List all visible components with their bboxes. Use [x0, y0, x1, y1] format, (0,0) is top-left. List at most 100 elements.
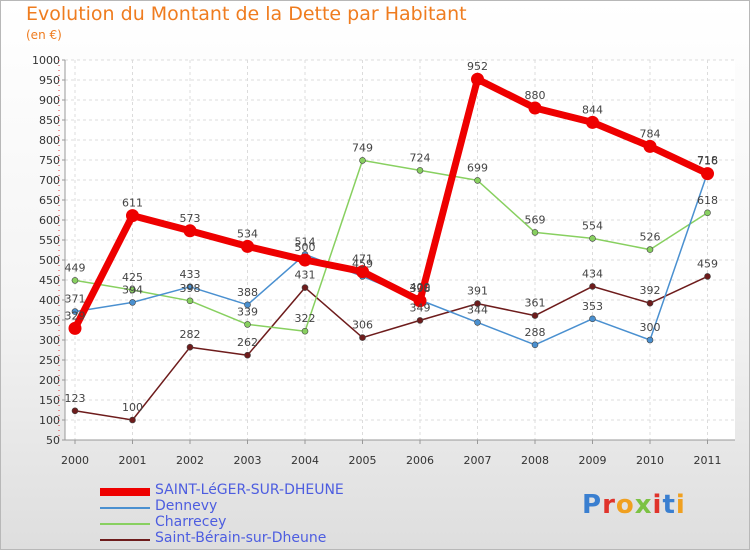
data-label-2: 699	[467, 161, 488, 174]
series-point-0	[68, 321, 82, 335]
series-point-3	[244, 351, 251, 359]
legend-label: Charrecey	[155, 514, 227, 530]
series-point-2	[646, 246, 654, 253]
data-label-1: 344	[467, 303, 488, 316]
data-label-1: 394	[122, 283, 143, 296]
series-point-0	[183, 224, 197, 238]
series-point-3	[589, 283, 596, 290]
y-tick-label: 200	[39, 374, 60, 387]
y-tick-label: 600	[39, 214, 60, 227]
series-point-1	[474, 319, 481, 326]
data-label-0: 534	[237, 227, 258, 240]
series-point-2	[359, 157, 366, 164]
data-label-3: 123	[65, 392, 86, 405]
y-tick-label: 1000	[32, 54, 60, 67]
x-tick-label: 2011	[694, 454, 722, 467]
plot-area	[65, 60, 735, 440]
series-point-0	[241, 239, 254, 253]
data-label-2: 339	[237, 305, 258, 318]
data-label-3: 434	[582, 267, 603, 280]
series-point-1	[186, 283, 194, 291]
series-point-2	[71, 277, 79, 284]
x-tick-label: 2000	[61, 454, 89, 467]
series-point-0	[701, 167, 714, 181]
data-label-2: 322	[295, 312, 316, 325]
data-label-0: 880	[525, 89, 546, 102]
data-label-1: 371	[65, 293, 86, 306]
series-point-0	[471, 72, 484, 86]
logo-letter: i	[652, 490, 663, 520]
y-tick-label: 900	[39, 94, 60, 107]
y-tick-label: 50	[46, 434, 60, 447]
x-tick-label: 2010	[636, 454, 664, 467]
data-label-0: 844	[582, 103, 603, 116]
y-tick-label: 750	[39, 154, 60, 167]
data-label-1: 433	[180, 268, 201, 281]
data-label-0: 398	[410, 282, 431, 295]
data-label-0: 716	[697, 155, 718, 168]
data-label-3: 361	[525, 297, 546, 310]
y-tick-label: 550	[39, 234, 60, 247]
data-label-2: 425	[122, 271, 143, 284]
data-label-0: 500	[295, 241, 316, 254]
y-tick-label: 250	[39, 354, 60, 367]
series-line-3	[74, 275, 708, 421]
logo-letter: i	[675, 490, 686, 520]
x-tick-label: 2002	[176, 454, 204, 467]
x-tick-label: 2003	[234, 454, 262, 467]
series-point-1	[589, 315, 596, 323]
y-tick-label: 100	[39, 414, 60, 427]
series-point-2	[301, 327, 309, 335]
series-point-2	[416, 167, 424, 174]
y-tick-label: 400	[39, 294, 60, 307]
y-tick-label: 850	[39, 114, 60, 127]
series-point-2	[474, 177, 481, 184]
series-point-2	[531, 229, 539, 236]
data-label-3: 306	[352, 319, 373, 332]
data-label-1: 353	[582, 300, 603, 313]
legend-swatch	[100, 523, 150, 525]
y-tick-label: 700	[39, 174, 60, 187]
data-label-3: 262	[237, 336, 258, 349]
series-point-3	[71, 407, 79, 415]
x-tick-label: 2006	[406, 454, 434, 467]
logo-letter: t	[662, 490, 676, 520]
data-label-1: 388	[237, 286, 258, 299]
x-tick-label: 2009	[579, 454, 607, 467]
legend-swatch	[100, 539, 150, 541]
series-point-1	[531, 341, 539, 349]
series-point-1	[646, 336, 654, 344]
logo-letter: r	[602, 490, 616, 520]
data-label-2: 398	[180, 282, 201, 295]
data-label-0: 573	[180, 212, 201, 225]
series-point-0	[298, 253, 312, 267]
data-label-3: 391	[467, 285, 488, 298]
data-label-3: 431	[295, 269, 316, 282]
series-point-3	[129, 416, 136, 424]
series-point-0	[356, 265, 369, 279]
x-tick-label: 2004	[291, 454, 319, 467]
chart-title: Evolution du Montant de la Dette par Hab…	[26, 3, 467, 25]
series-point-1	[244, 301, 251, 309]
x-tick-label: 2001	[119, 454, 147, 467]
data-label-2: 449	[65, 261, 86, 274]
data-label-3: 282	[180, 328, 201, 341]
data-label-0: 784	[640, 127, 661, 140]
series-point-3	[416, 317, 424, 324]
series-line-0	[71, 75, 709, 330]
logo-letter: P	[582, 490, 603, 520]
data-label-0: 611	[122, 197, 143, 210]
series-point-0	[586, 115, 599, 129]
y-tick-label: 300	[39, 334, 60, 347]
series-point-3	[474, 300, 481, 307]
x-tick-label: 2007	[464, 454, 492, 467]
series-point-2	[704, 209, 711, 217]
data-label-3: 392	[640, 284, 661, 297]
data-label-1: 514	[295, 235, 316, 248]
data-label-0: 471	[352, 253, 373, 266]
data-label-2: 618	[697, 194, 718, 207]
series-point-0	[413, 294, 427, 308]
data-label-3: 459	[697, 257, 718, 270]
data-label-2: 554	[582, 219, 603, 232]
